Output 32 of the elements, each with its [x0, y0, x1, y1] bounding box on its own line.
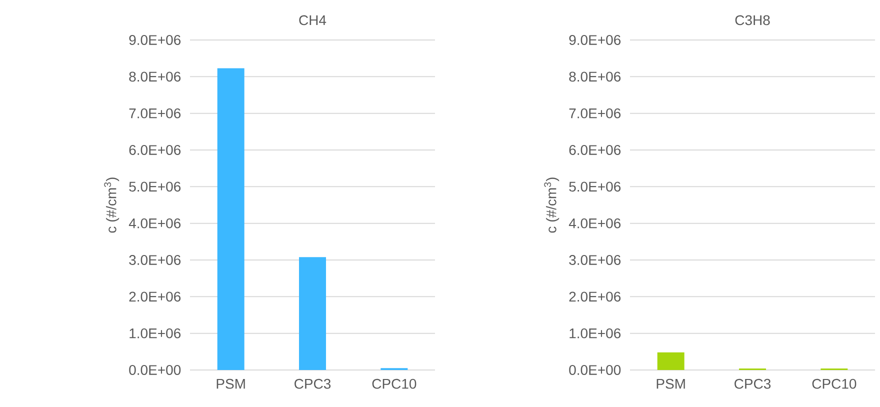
y-tick-label: 1.0E+06: [570, 328, 621, 338]
x-tick-label: CPC10: [372, 378, 416, 389]
bar: [217, 68, 244, 370]
x-tick-label: CPC3: [294, 378, 331, 389]
x-tick-label: CPC10: [812, 378, 856, 389]
y-tick-label: 2.0E+06: [129, 292, 181, 302]
y-tick-label: 7.0E+06: [569, 108, 621, 118]
y-tick-label: 1.0E+06: [130, 328, 181, 338]
x-tick-label: PSM: [216, 378, 245, 389]
y-tick-label: 5.0E+06: [569, 182, 621, 192]
y-tick-label: 6.0E+06: [569, 145, 621, 155]
y-tick-label: 2.0E+06: [569, 292, 621, 302]
y-tick-label: 0.0E+00: [569, 365, 621, 375]
y-tick-label: 8.0E+06: [569, 72, 621, 82]
y-tick-label: 7.0E+06: [129, 108, 181, 118]
y-axis-title: c (#/cm$^{3}$): [104, 178, 120, 233]
x-tick-label: CPC3: [734, 378, 771, 389]
y-tick-label: 3.0E+06: [129, 255, 181, 265]
y-tick-label: 0.0E+00: [129, 365, 181, 375]
y-tick-label: 9.0E+06: [129, 35, 181, 45]
y-tick-label: 3.0E+06: [569, 255, 621, 265]
y-axis-title: c (#/cm$^{3}$): [544, 178, 560, 233]
y-tick-label: 8.0E+06: [129, 72, 181, 82]
y-tick-label: 5.0E+06: [129, 182, 181, 192]
y-tick-label: 9.0E+06: [569, 35, 621, 45]
y-tick-label: 4.0E+06: [128, 218, 181, 228]
chart-title: CH4: [299, 15, 326, 26]
x-tick-label: PSM: [656, 378, 685, 389]
y-tick-label: 4.0E+06: [568, 218, 621, 228]
y-tick-label: 6.0E+06: [129, 145, 181, 155]
bar: [299, 257, 326, 370]
chart-title: C3H8: [735, 15, 770, 26]
